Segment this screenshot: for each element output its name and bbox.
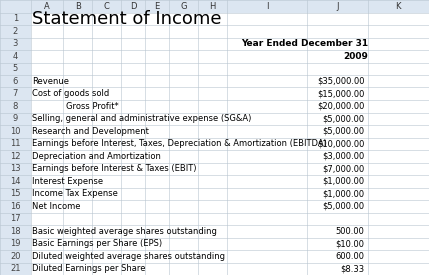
Text: H: H: [210, 2, 216, 11]
Text: Gross Profit*: Gross Profit*: [66, 102, 119, 111]
Text: Income Tax Expense: Income Tax Expense: [32, 189, 118, 198]
Text: Revenue: Revenue: [32, 77, 69, 86]
Text: 10: 10: [10, 127, 21, 136]
Text: $3,000.00: $3,000.00: [323, 152, 365, 161]
Text: A: A: [44, 2, 50, 11]
Text: 19: 19: [10, 239, 21, 248]
Text: J: J: [336, 2, 338, 11]
Text: 1: 1: [13, 14, 18, 23]
Text: $7,000.00: $7,000.00: [323, 164, 365, 173]
Text: Selling, general and administrative expense (SG&A): Selling, general and administrative expe…: [32, 114, 251, 123]
Bar: [0, 150, 429, 163]
Text: 17: 17: [10, 214, 21, 223]
Text: 11: 11: [10, 139, 21, 148]
Bar: [0, 0, 429, 12]
Text: Earnings before Interest & Taxes (EBIT): Earnings before Interest & Taxes (EBIT): [32, 164, 196, 173]
Text: Basic weighted average shares outstanding: Basic weighted average shares outstandin…: [32, 227, 217, 236]
Text: $35,000.00: $35,000.00: [317, 77, 365, 86]
Text: D: D: [130, 2, 136, 11]
Text: 8: 8: [13, 102, 18, 111]
Text: Earnings before Interest, Taxes, Depreciation & Amortization (EBITDA): Earnings before Interest, Taxes, Depreci…: [32, 139, 327, 148]
Text: 14: 14: [10, 177, 21, 186]
Text: K: K: [396, 2, 401, 11]
Text: $5,000.00: $5,000.00: [323, 202, 365, 211]
Bar: [0, 62, 429, 75]
Text: 7: 7: [13, 89, 18, 98]
Bar: [0, 163, 429, 175]
Text: 9: 9: [13, 114, 18, 123]
Bar: [0, 125, 429, 138]
Text: 13: 13: [10, 164, 21, 173]
Text: Basic Earnings per Share (EPS): Basic Earnings per Share (EPS): [32, 239, 162, 248]
Bar: [0, 0, 31, 275]
Text: 21: 21: [10, 264, 21, 273]
Text: $1,000.00: $1,000.00: [323, 177, 365, 186]
Text: Depreciation and Amortization: Depreciation and Amortization: [32, 152, 161, 161]
Bar: [0, 188, 429, 200]
Bar: [0, 87, 429, 100]
Bar: [0, 138, 429, 150]
Text: B: B: [75, 2, 81, 11]
Bar: [0, 200, 429, 213]
Bar: [0, 75, 429, 87]
Bar: [0, 112, 429, 125]
Text: Interest Expense: Interest Expense: [32, 177, 103, 186]
Text: $10.00: $10.00: [335, 239, 365, 248]
Bar: [0, 263, 429, 275]
Text: $5,000.00: $5,000.00: [323, 114, 365, 123]
Bar: [0, 25, 429, 37]
Bar: [0, 225, 429, 238]
Text: G: G: [180, 2, 187, 11]
Text: $8.33: $8.33: [341, 264, 365, 273]
Text: 20: 20: [10, 252, 21, 261]
Text: Statement of Income: Statement of Income: [32, 10, 222, 28]
Bar: [0, 250, 429, 263]
Text: Diluted weighted average shares outstanding: Diluted weighted average shares outstand…: [32, 252, 225, 261]
Text: 3: 3: [13, 39, 18, 48]
Text: 600.00: 600.00: [335, 252, 365, 261]
Text: 500.00: 500.00: [336, 227, 365, 236]
Bar: [0, 238, 429, 250]
Text: $10,000.00: $10,000.00: [317, 139, 365, 148]
Text: 12: 12: [10, 152, 21, 161]
Text: 15: 15: [10, 189, 21, 198]
Text: $1,000.00: $1,000.00: [323, 189, 365, 198]
Text: 16: 16: [10, 202, 21, 211]
Text: E: E: [154, 2, 160, 11]
Text: C: C: [104, 2, 109, 11]
Bar: [0, 213, 429, 225]
Bar: [0, 50, 429, 62]
Bar: [0, 12, 429, 25]
Text: Cost of goods sold: Cost of goods sold: [32, 89, 109, 98]
Text: 2009: 2009: [343, 52, 368, 61]
Text: 4: 4: [13, 52, 18, 61]
Text: 18: 18: [10, 227, 21, 236]
Text: $20,000.00: $20,000.00: [317, 102, 365, 111]
Text: Net Income: Net Income: [32, 202, 81, 211]
Text: $5,000.00: $5,000.00: [323, 127, 365, 136]
Bar: [0, 175, 429, 188]
Bar: [0, 37, 429, 50]
Text: 6: 6: [13, 77, 18, 86]
Text: 2: 2: [13, 27, 18, 36]
Text: 5: 5: [13, 64, 18, 73]
Text: I: I: [266, 2, 268, 11]
Text: Diluted Earnings per Share: Diluted Earnings per Share: [32, 264, 146, 273]
Bar: [0, 100, 429, 112]
Text: $15,000.00: $15,000.00: [317, 89, 365, 98]
Text: Research and Development: Research and Development: [32, 127, 149, 136]
Text: Year Ended December 31: Year Ended December 31: [241, 39, 368, 48]
